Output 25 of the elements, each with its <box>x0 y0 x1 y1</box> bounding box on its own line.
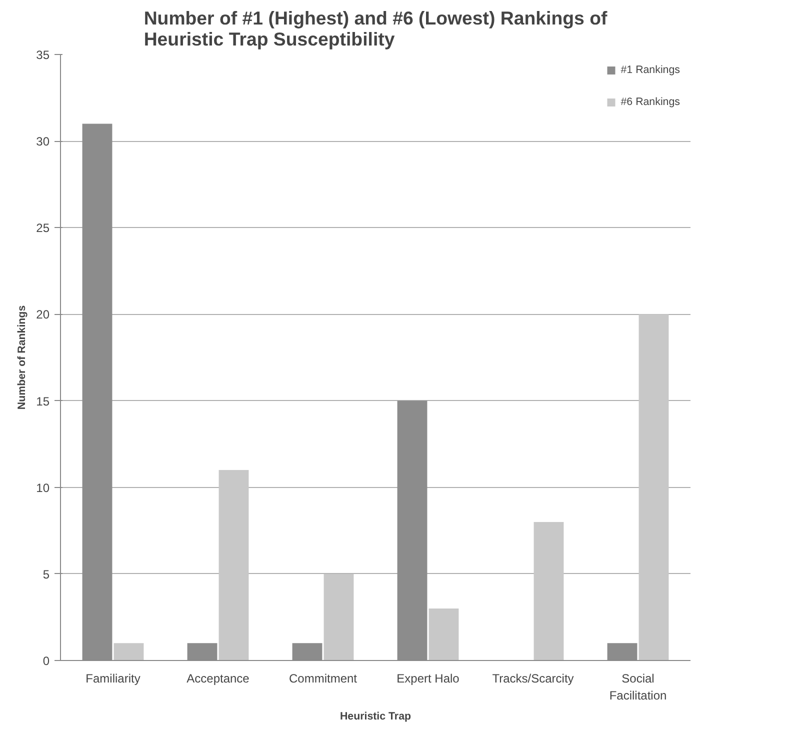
x-tick-label: Social Facilitation <box>609 672 667 702</box>
x-tick-label: Acceptance <box>186 672 250 686</box>
y-tick-label: 5 <box>42 567 50 582</box>
y-tick-label: 30 <box>36 134 50 149</box>
bar <box>114 643 144 660</box>
y-tick-label: 10 <box>36 480 50 495</box>
chart-title: Number of #1 (Highest) and #6 (Lowest) Rankings of Heuristic Trap Susceptibility <box>144 8 608 50</box>
y-tick-label: 0 <box>42 654 50 668</box>
x-tick-label: Familiarity <box>86 672 140 686</box>
bar <box>534 522 564 660</box>
x-tick-label: Tracks/Scarcity <box>492 672 574 686</box>
x-axis-title: Heuristic Trap <box>340 710 412 722</box>
bar <box>218 470 249 660</box>
y-tick-label: 35 <box>36 48 50 62</box>
y-axis-title: Number of Rankings <box>16 305 28 410</box>
legend-label: #6 Rankings <box>620 96 680 108</box>
y-tick-label: 15 <box>36 394 50 408</box>
bar <box>638 314 669 660</box>
x-tick-label: Commitment <box>288 672 358 686</box>
bar <box>324 574 354 660</box>
x-tick-label: Expert Halo <box>396 672 460 686</box>
y-tick-label: 20 <box>36 308 50 322</box>
legend-label: #1 Rankings <box>620 64 680 76</box>
bar <box>428 608 459 660</box>
y-tick-label: 25 <box>36 221 50 236</box>
